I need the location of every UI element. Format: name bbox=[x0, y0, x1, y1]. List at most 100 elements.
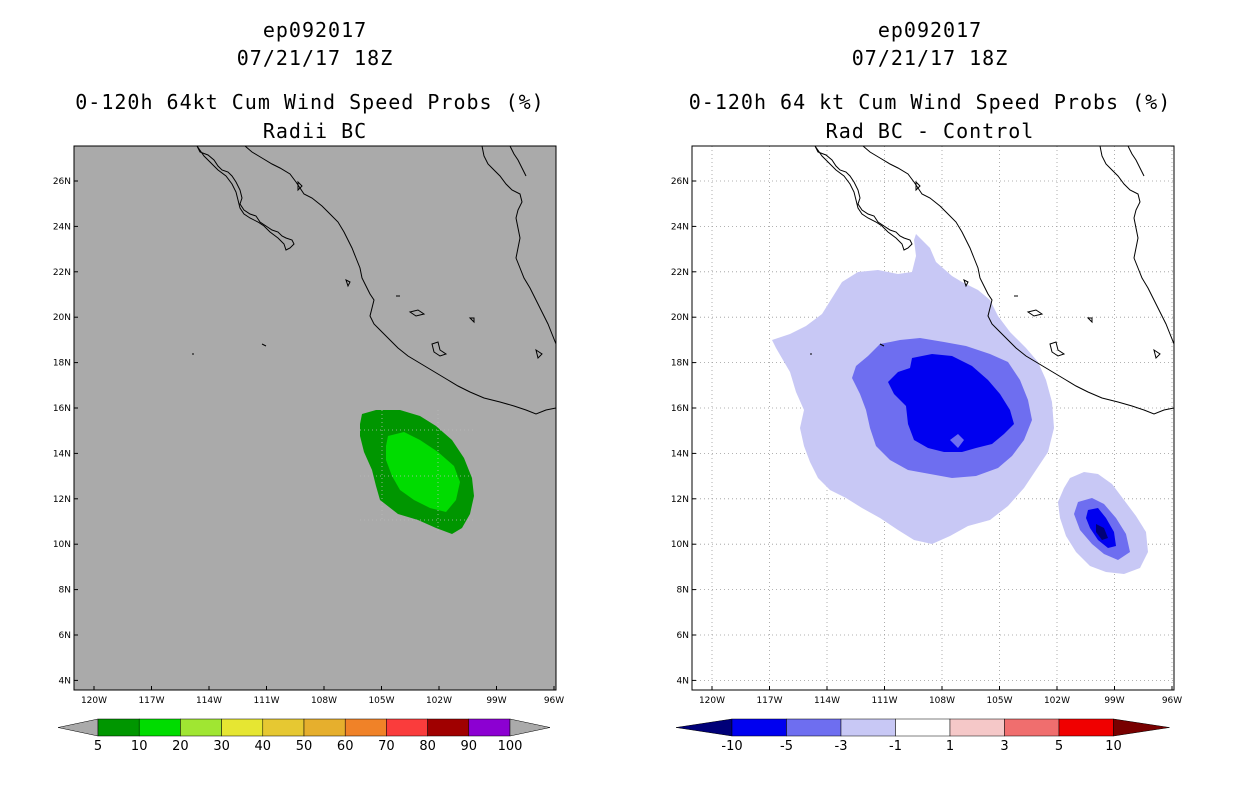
right-colorbar-over-triangle bbox=[1113, 718, 1170, 737]
left-lon-tick-label: 105W bbox=[368, 696, 394, 706]
left-colorbar-label: 50 bbox=[296, 739, 313, 754]
left-colorbar-box bbox=[344, 718, 387, 737]
left-colorbar-label: 70 bbox=[378, 739, 395, 754]
left-colorbar-label: 30 bbox=[213, 739, 230, 754]
right-colorbar-label: 1 bbox=[946, 739, 954, 754]
right-colorbar-under-triangle bbox=[675, 718, 733, 737]
right-lat-tick-label: 6N bbox=[677, 631, 689, 641]
right-colorbar-label: -3 bbox=[835, 739, 848, 754]
right-map-frame bbox=[691, 145, 1175, 691]
left-product-title: 0-120h 64kt Cum Wind Speed Probs (%) bbox=[75, 90, 545, 114]
right-colorbar-box bbox=[786, 718, 842, 737]
left-lat-tick-label: 18N bbox=[53, 359, 71, 369]
left-lat-tick-label: 22N bbox=[53, 268, 71, 278]
left-colorbar-over-triangle bbox=[509, 718, 551, 737]
left-datetime: 07/21/17 18Z bbox=[236, 46, 394, 70]
left-lon-tick-label: 108W bbox=[311, 696, 337, 706]
left-lat-tick-label: 26N bbox=[53, 177, 71, 187]
right-colorbar-box bbox=[895, 718, 951, 737]
left-colorbar-box bbox=[221, 718, 264, 737]
right-lat-tick-label: 24N bbox=[671, 222, 689, 232]
right-lon-tick-label: 114W bbox=[814, 696, 840, 706]
left-colorbar-label: 80 bbox=[419, 739, 436, 754]
right-colorbar-box bbox=[731, 718, 787, 737]
left-lat-tick-label: 8N bbox=[59, 586, 71, 596]
left-colorbar-under-triangle bbox=[57, 718, 99, 737]
left-lat-tick-label: 4N bbox=[59, 676, 71, 686]
right-colorbar-label: 5 bbox=[1055, 739, 1063, 754]
left-lat-tick-label: 24N bbox=[53, 222, 71, 232]
left-lat-tick-label: 16N bbox=[53, 404, 71, 414]
left-colorbar-box bbox=[262, 718, 305, 737]
right-lon-tick-label: 120W bbox=[699, 696, 725, 706]
right-lat-tick-label: 18N bbox=[671, 359, 689, 369]
left-colorbar-label: 20 bbox=[172, 739, 189, 754]
right-colorbar-box bbox=[1004, 718, 1060, 737]
right-lon-tick-label: 117W bbox=[756, 696, 782, 706]
right-colorbar-box bbox=[949, 718, 1005, 737]
right-contour-minus5 bbox=[888, 354, 1014, 452]
left-colorbar-box bbox=[427, 718, 470, 737]
left-lon-tick-label: 96W bbox=[544, 696, 564, 706]
left-colorbar-box bbox=[303, 718, 346, 737]
right-lon-tick-label: 108W bbox=[929, 696, 955, 706]
right-lon-tick-label: 102W bbox=[1044, 696, 1070, 706]
left-lat-tick-label: 20N bbox=[53, 313, 71, 323]
right-lat-tick-label: 4N bbox=[677, 676, 689, 686]
right-storm-id: ep092017 bbox=[877, 18, 983, 42]
left-map-frame bbox=[73, 145, 557, 691]
left-colorbar-label: 100 bbox=[498, 739, 523, 754]
right-colorbar-box bbox=[840, 718, 896, 737]
right-lon-tick-label: 99W bbox=[1104, 696, 1124, 706]
right-lon-tick-label: 96W bbox=[1162, 696, 1182, 706]
left-colorbar-label: 10 bbox=[131, 739, 148, 754]
right-map-panel: 120W 117W 114W 111W 108W 105W 102W 99W 96W 26N 24N… bbox=[671, 145, 1182, 754]
left-lon-tick-label: 111W bbox=[253, 696, 279, 706]
right-lat-tick-label: 14N bbox=[671, 449, 689, 459]
right-lat-tick-label: 22N bbox=[671, 268, 689, 278]
right-lat-tick-label: 20N bbox=[671, 313, 689, 323]
left-lat-tick-label: 10N bbox=[53, 540, 71, 550]
left-lat-tick-label: 14N bbox=[53, 449, 71, 459]
left-lat-tick-label: 6N bbox=[59, 631, 71, 641]
left-lat-tick-label: 12N bbox=[53, 495, 71, 505]
right-colorbar: -10 -5 -3 -1 1 3 5 10 bbox=[675, 718, 1170, 754]
left-colorbar-label: 5 bbox=[94, 739, 102, 754]
right-lat-tick-label: 12N bbox=[671, 495, 689, 505]
left-colorbar-box bbox=[97, 718, 140, 737]
left-map-panel: 120W 117W 114W 111W 108W 105W 102W 99W 96W 26N 24N… bbox=[53, 145, 564, 754]
right-secondary-minus10 bbox=[1096, 524, 1108, 540]
right-colorbar-label: -1 bbox=[889, 739, 902, 754]
left-colorbar-label: 90 bbox=[461, 739, 478, 754]
left-colorbar: 5 10 20 30 40 50 60 70 80 90 100 bbox=[57, 718, 551, 754]
right-colorbar-label: -10 bbox=[721, 739, 742, 754]
right-subtitle: Rad BC - Control bbox=[825, 119, 1035, 143]
right-lon-tick-label: 111W bbox=[871, 696, 897, 706]
left-colorbar-box bbox=[138, 718, 181, 737]
left-lon-tick-label: 114W bbox=[196, 696, 222, 706]
right-lat-tick-label: 8N bbox=[677, 586, 689, 596]
left-lon-tick-label: 120W bbox=[81, 696, 107, 706]
right-datetime: 07/21/17 18Z bbox=[851, 46, 1009, 70]
left-storm-id: ep092017 bbox=[262, 18, 368, 42]
left-map-background bbox=[74, 146, 556, 690]
left-subtitle: Radii BC bbox=[262, 119, 368, 143]
left-contour-10pct bbox=[386, 432, 460, 512]
right-axis-ticks: 120W 117W 114W 111W 108W 105W 102W 99W 96W 26N 24N… bbox=[671, 177, 1182, 706]
left-lon-tick-label: 99W bbox=[486, 696, 506, 706]
right-lon-tick-label: 105W bbox=[986, 696, 1012, 706]
right-lat-tick-label: 16N bbox=[671, 404, 689, 414]
right-colorbar-box bbox=[1058, 718, 1114, 737]
right-contour-minus5-notch bbox=[950, 434, 964, 448]
right-lat-tick-label: 26N bbox=[671, 177, 689, 187]
left-colorbar-box bbox=[180, 718, 222, 737]
right-colorbar-label: 3 bbox=[1000, 739, 1008, 754]
right-colorbar-label: 10 bbox=[1105, 739, 1122, 754]
right-lat-tick-label: 10N bbox=[671, 540, 689, 550]
left-colorbar-box bbox=[468, 718, 511, 737]
right-product-title: 0-120h 64 kt Cum Wind Speed Probs (%) bbox=[688, 90, 1172, 114]
left-axis-ticks: 120W 117W 114W 111W 108W 105W 102W 99W 96W 26N 24N… bbox=[53, 177, 564, 706]
left-lon-tick-label: 117W bbox=[138, 696, 164, 706]
left-lon-tick-label: 102W bbox=[426, 696, 452, 706]
